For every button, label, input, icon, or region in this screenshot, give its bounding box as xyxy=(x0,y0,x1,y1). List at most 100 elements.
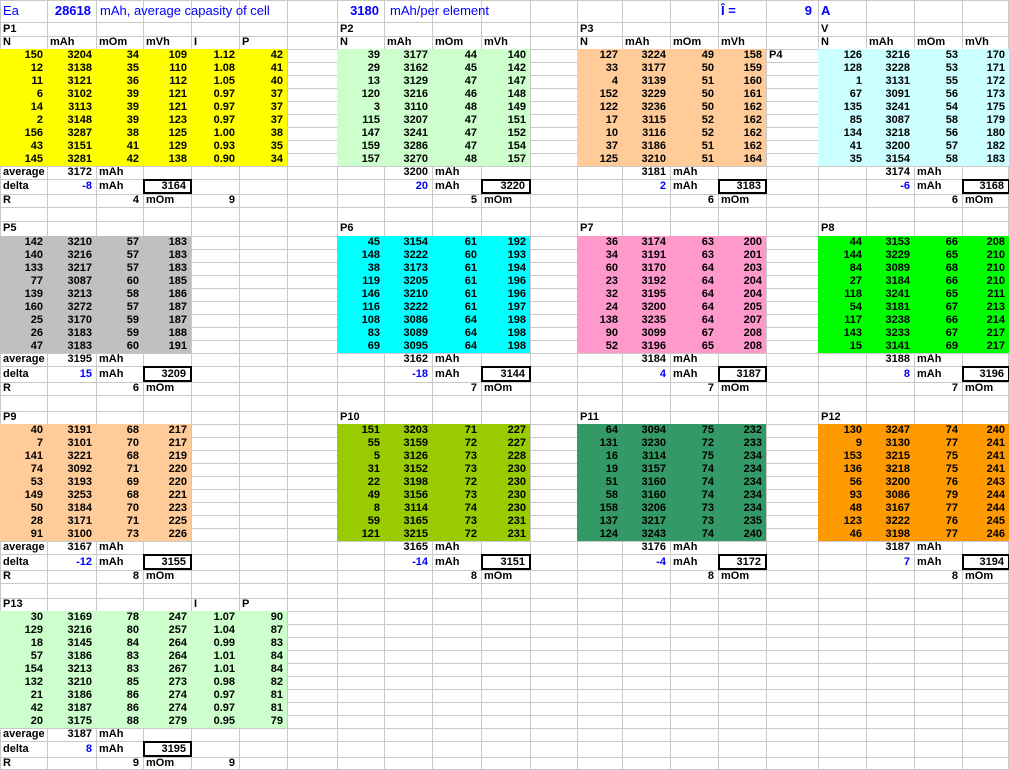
average-value-p2[interactable]: 3200 xyxy=(403,166,428,178)
cell-p1-r8c1[interactable]: 3281 xyxy=(67,153,92,165)
cell-p12-r7c1[interactable]: 3222 xyxy=(885,515,910,527)
delta-label-p1[interactable]: delta xyxy=(3,180,29,192)
cell-p8-r3c3[interactable]: 210 xyxy=(986,275,1005,287)
cell-p10-r3c1[interactable]: 3152 xyxy=(403,463,428,475)
cell-p9-r8c0[interactable]: 91 xyxy=(30,528,43,540)
cell-p13-r6c3[interactable]: 274 xyxy=(168,689,187,701)
cell-p4-r1c0[interactable]: 128 xyxy=(843,62,862,74)
cell-p3-r2c0[interactable]: 4 xyxy=(611,75,618,87)
delta-value-p9[interactable]: -12 xyxy=(76,556,92,568)
cell-p12-r0c3[interactable]: 240 xyxy=(986,424,1005,436)
delta-value-p3[interactable]: 2 xyxy=(659,180,666,192)
cell-p11-r6c3[interactable]: 234 xyxy=(743,502,762,514)
cell-p2-r6c1[interactable]: 3241 xyxy=(403,127,428,139)
cell-p11-r2c3[interactable]: 234 xyxy=(743,450,762,462)
block-label-p9[interactable]: P9 xyxy=(3,411,17,423)
cell-p10-r4c2[interactable]: 72 xyxy=(464,476,477,488)
cell-p5-r4c0[interactable]: 139 xyxy=(24,288,43,300)
cell-p6-r6c3[interactable]: 198 xyxy=(507,314,526,326)
column-header-p4-1[interactable]: mAh xyxy=(869,36,894,48)
block-label-p8[interactable]: P8 xyxy=(821,222,835,234)
cell-p13-r1c2[interactable]: 80 xyxy=(126,624,139,636)
cell-p12-r3c0[interactable]: 136 xyxy=(843,463,862,475)
cell-p7-r6c0[interactable]: 138 xyxy=(599,314,618,326)
cell-p5-r8c3[interactable]: 191 xyxy=(168,340,187,352)
cell-p5-r7c3[interactable]: 188 xyxy=(168,327,187,339)
r-label-p13[interactable]: R xyxy=(3,757,11,769)
cell-p3-r4c1[interactable]: 3236 xyxy=(641,101,666,113)
average-unit-p2[interactable]: mAh xyxy=(435,166,460,178)
cell-p1-r8c4[interactable]: 0.90 xyxy=(213,153,235,165)
cell-p5-r7c1[interactable]: 3183 xyxy=(67,327,92,339)
cell-p5-r1c2[interactable]: 57 xyxy=(126,249,139,261)
cell-p6-r6c2[interactable]: 64 xyxy=(464,314,477,326)
cell-p6-r2c2[interactable]: 61 xyxy=(464,262,477,274)
cell-p8-r5c1[interactable]: 3181 xyxy=(885,301,910,313)
cell-p4-r5c0[interactable]: 85 xyxy=(849,114,862,126)
cell-p12-r3c2[interactable]: 75 xyxy=(945,463,958,475)
cell-p13-r6c2[interactable]: 86 xyxy=(126,689,139,701)
cell-p9-r5c1[interactable]: 3253 xyxy=(67,489,92,501)
cell-p4-r3c3[interactable]: 173 xyxy=(986,88,1005,100)
r-unit-p9[interactable]: mOm xyxy=(146,570,175,582)
cell-p1-r0c1[interactable]: 3204 xyxy=(67,49,92,61)
cell-p11-r7c1[interactable]: 3217 xyxy=(641,515,666,527)
cell-p6-r8c2[interactable]: 64 xyxy=(464,340,477,352)
cell-p11-r5c2[interactable]: 74 xyxy=(701,489,714,501)
cell-p2-r7c0[interactable]: 159 xyxy=(361,140,380,152)
column-header-p2-1[interactable]: mAh xyxy=(387,36,412,48)
cell-p9-r3c0[interactable]: 74 xyxy=(30,463,43,475)
cell-p4-r6c1[interactable]: 3218 xyxy=(885,127,910,139)
cell-p3-r4c3[interactable]: 162 xyxy=(743,101,762,113)
delta-value-p10[interactable]: -14 xyxy=(412,556,428,568)
cell-p4-r3c1[interactable]: 3091 xyxy=(885,88,910,100)
cell-p1-r6c5[interactable]: 38 xyxy=(270,127,283,139)
cell-p13-r6c4[interactable]: 0.97 xyxy=(213,689,235,701)
cell-p5-r8c1[interactable]: 3183 xyxy=(67,340,92,352)
cell-p1-r6c1[interactable]: 3287 xyxy=(67,127,92,139)
cell-p12-r5c1[interactable]: 3086 xyxy=(885,489,910,501)
cell-p6-r8c3[interactable]: 198 xyxy=(507,340,526,352)
cell-p2-r2c0[interactable]: 13 xyxy=(367,75,380,87)
cell-p4-r7c0[interactable]: 41 xyxy=(849,140,862,152)
cell-p3-r8c2[interactable]: 51 xyxy=(701,153,714,165)
cell-p6-r3c0[interactable]: 119 xyxy=(362,275,380,287)
cell-p12-r4c0[interactable]: 56 xyxy=(849,476,862,488)
cell-p3-r5c3[interactable]: 162 xyxy=(743,114,762,126)
cell-p9-r0c1[interactable]: 3191 xyxy=(67,424,92,436)
r-value-p9[interactable]: 8 xyxy=(132,570,139,582)
cell-p9-r6c0[interactable]: 50 xyxy=(30,502,43,514)
cell-p2-r5c3[interactable]: 151 xyxy=(507,114,526,126)
cell-p3-r1c0[interactable]: 33 xyxy=(605,62,618,74)
cell-p9-r4c1[interactable]: 3193 xyxy=(67,476,92,488)
cell-p7-r7c1[interactable]: 3099 xyxy=(641,327,666,339)
cell-p6-r2c1[interactable]: 3173 xyxy=(403,262,428,274)
cell-p9-r2c0[interactable]: 141 xyxy=(24,450,43,462)
cell-p9-r8c1[interactable]: 3100 xyxy=(67,528,92,540)
column-header-p2-3[interactable]: mVh xyxy=(484,36,508,48)
average-unit-p5[interactable]: mAh xyxy=(99,353,124,365)
cell-p10-r0c3[interactable]: 227 xyxy=(507,424,526,436)
cell-p4-r6c2[interactable]: 56 xyxy=(945,127,958,139)
r-value-p7[interactable]: 7 xyxy=(707,382,714,394)
average-value-p7[interactable]: 3184 xyxy=(641,353,666,365)
cell-p11-r1c0[interactable]: 131 xyxy=(599,437,618,449)
average-label-p5[interactable]: average xyxy=(3,353,45,365)
r-value-p11[interactable]: 8 xyxy=(707,570,714,582)
cell-p5-r5c2[interactable]: 57 xyxy=(126,301,139,313)
cell-p10-r8c3[interactable]: 231 xyxy=(507,528,526,540)
cell-p9-r3c1[interactable]: 3092 xyxy=(67,463,92,475)
cell-p4-r5c3[interactable]: 179 xyxy=(986,114,1005,126)
average-unit-p11[interactable]: mAh xyxy=(673,541,698,553)
cell-p2-r7c3[interactable]: 154 xyxy=(507,140,526,152)
cell-p5-r3c1[interactable]: 3087 xyxy=(67,275,92,287)
cell-p13-r3c0[interactable]: 57 xyxy=(30,650,43,662)
average-unit-p9[interactable]: mAh xyxy=(99,541,124,553)
cell-p8-r8c0[interactable]: 15 xyxy=(849,340,862,352)
cell-p10-r1c0[interactable]: 55 xyxy=(367,437,380,449)
cell-p11-r7c0[interactable]: 137 xyxy=(599,515,618,527)
cell-p8-r3c0[interactable]: 27 xyxy=(849,275,862,287)
cell-p7-r7c3[interactable]: 208 xyxy=(743,327,762,339)
cell-p8-r7c1[interactable]: 3233 xyxy=(885,327,910,339)
cell-p2-r6c2[interactable]: 47 xyxy=(464,127,477,139)
